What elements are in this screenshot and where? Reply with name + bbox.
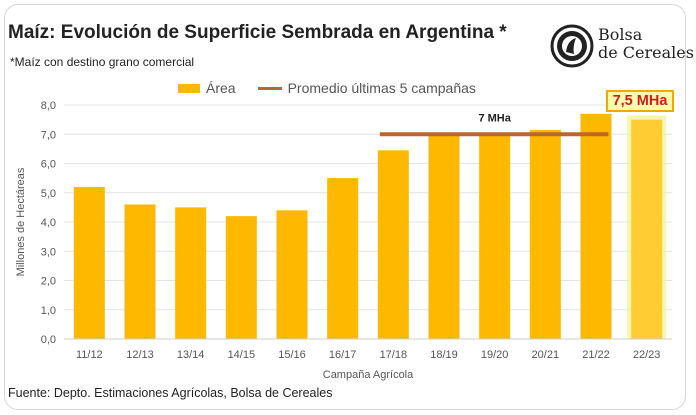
bar bbox=[327, 178, 359, 339]
x-tick-label: 12/13 bbox=[126, 349, 154, 361]
x-tick-label: 17/18 bbox=[380, 349, 408, 361]
bolsa-de-cereales-logo: Bolsa de Cereales bbox=[550, 24, 694, 72]
y-tick-label: 0,0 bbox=[41, 334, 56, 346]
legend-label-area: Área bbox=[206, 80, 236, 96]
y-tick-label: 5,0 bbox=[41, 188, 56, 200]
bar bbox=[124, 204, 156, 339]
bar bbox=[276, 210, 308, 339]
bar bbox=[175, 207, 207, 339]
bar bbox=[631, 119, 663, 339]
bar bbox=[377, 150, 409, 339]
y-tick-label: 7,0 bbox=[41, 129, 56, 141]
bar bbox=[580, 113, 612, 340]
x-tick-label: 19/20 bbox=[481, 349, 509, 361]
x-tick-label: 11/12 bbox=[76, 349, 103, 361]
chart-subtitle: *Maíz con destino grano comercial bbox=[10, 55, 195, 69]
y-tick-label: 8,0 bbox=[41, 100, 56, 112]
seal-icon bbox=[550, 24, 594, 68]
y-tick-label: 6,0 bbox=[41, 159, 56, 171]
logo-line-1: Bolsa bbox=[598, 25, 643, 44]
bar bbox=[428, 135, 460, 339]
x-tick-label: 22/23 bbox=[633, 349, 661, 361]
x-tick-label: 20/21 bbox=[532, 349, 560, 361]
x-tick-label: 21/22 bbox=[582, 349, 610, 361]
legend-label-average: Promedio últimas 5 campañas bbox=[287, 80, 476, 96]
x-axis-title: Campaña Agrícola bbox=[323, 369, 414, 381]
average-line-label: 7 MHa bbox=[478, 112, 511, 124]
x-tick-label: 16/17 bbox=[329, 349, 357, 361]
x-tick-label: 15/16 bbox=[278, 349, 306, 361]
source-note: Fuente: Depto. Estimaciones Agrícolas, B… bbox=[8, 386, 333, 400]
y-tick-label: 3,0 bbox=[41, 246, 56, 258]
x-tick-label: 14/15 bbox=[228, 349, 256, 361]
legend-swatch-area bbox=[178, 83, 200, 93]
x-tick-label: 18/19 bbox=[430, 349, 458, 361]
chart-title: Maíz: Evolución de Superficie Sembrada e… bbox=[8, 22, 507, 43]
y-tick-label: 1,0 bbox=[41, 305, 56, 317]
bar bbox=[73, 186, 105, 339]
bar bbox=[479, 135, 511, 339]
highlight-label: 7,5 MHa bbox=[606, 90, 674, 112]
bar bbox=[529, 129, 561, 339]
bar bbox=[225, 216, 257, 339]
y-axis-title: Millones de Hectáreas bbox=[15, 167, 27, 276]
logo-line-2: de Cereales bbox=[598, 43, 694, 62]
y-tick-label: 4,0 bbox=[41, 217, 56, 229]
x-tick-label: 13/14 bbox=[177, 349, 205, 361]
y-tick-label: 2,0 bbox=[41, 276, 56, 288]
legend-swatch-average bbox=[257, 86, 282, 90]
legend: Área Promedio últimas 5 campañas bbox=[178, 78, 476, 98]
